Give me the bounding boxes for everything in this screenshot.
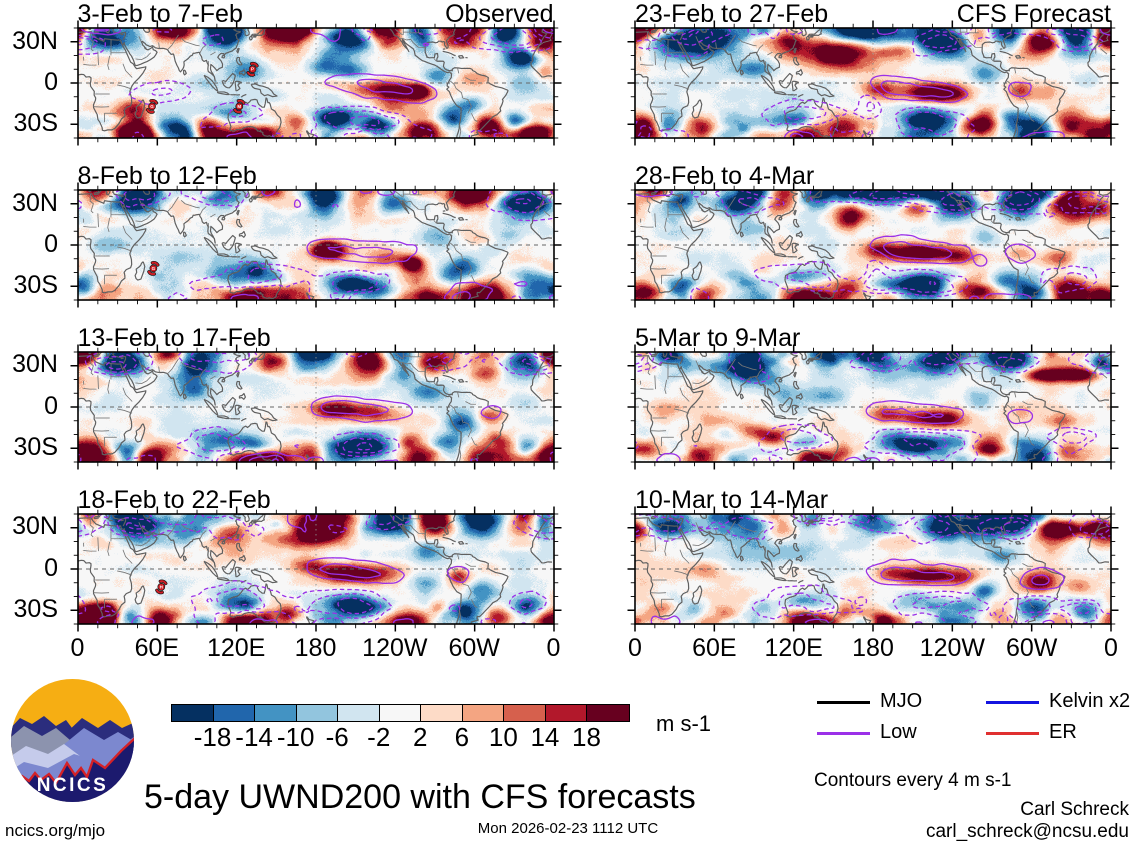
x-tick-label: 180	[852, 634, 894, 662]
credit-name: Carl Schreck	[1020, 799, 1129, 820]
colorbar-cell	[296, 705, 339, 721]
x-tick-label: 60E	[134, 634, 180, 662]
panel-title: 28-Feb to 4-Mar	[635, 162, 815, 190]
colorbar-cell	[379, 705, 422, 721]
y-tick-label: 30N	[12, 26, 58, 55]
x-tick-label: 120W	[362, 634, 428, 662]
x-tick-label: 120W	[919, 634, 985, 662]
x-tick-label: 60W	[448, 634, 500, 662]
colorbar-tick-label: -18	[193, 722, 232, 752]
colorbar-cell	[421, 705, 463, 721]
panel-corner-label: CFS Forecast	[956, 0, 1111, 28]
y-tick-label: 0	[44, 391, 58, 420]
colorbar-cell	[255, 705, 297, 721]
colorbar-tick-label: 2	[413, 722, 428, 752]
colorbar-cell	[462, 705, 505, 721]
panel-title: 5-Mar to 9-Mar	[635, 323, 801, 352]
x-tick-label: 120E	[206, 634, 266, 662]
logo-red-line	[11, 737, 134, 787]
map-canvas-7	[622, 338, 1124, 475]
main-title: 5-day UWND200 with CFS forecasts	[144, 778, 696, 816]
colorbar-cell	[545, 705, 588, 721]
x-tick-label: 0	[628, 634, 642, 662]
x-tick-label: 0	[546, 634, 561, 662]
colorbar-units-label: m s-1	[656, 711, 711, 736]
colorbar-tick-label: 18	[571, 722, 601, 752]
colorbar-cell	[338, 705, 380, 721]
x-tick-label: 60W	[1005, 634, 1058, 662]
colorbar-cell	[213, 705, 256, 721]
colorbar-tick-label: 10	[488, 722, 518, 752]
legend-line-low	[817, 732, 870, 735]
x-tick-label: 60E	[692, 634, 737, 662]
panel-title: 23-Feb to 27-Feb	[635, 0, 829, 28]
x-tick-label: 180	[294, 634, 337, 662]
legend-label: Low	[880, 721, 917, 743]
colorbar-cell	[587, 705, 629, 721]
legend-label: ER	[1049, 721, 1077, 743]
y-tick-label: 0	[44, 68, 58, 96]
map-canvas-1	[64, 15, 567, 151]
footer-site-link: ncics.org/mjo	[5, 821, 106, 840]
colorbar	[171, 704, 630, 722]
panel-title: 13-Feb to 17-Feb	[77, 323, 271, 352]
logo-foreground	[11, 738, 134, 802]
map-canvas-2	[64, 177, 567, 313]
legend-line-kelvin-x2	[986, 701, 1039, 704]
colorbar-tick-label: -6	[325, 722, 349, 752]
y-tick-label: 30S	[13, 432, 58, 461]
logo-text: NCICS	[37, 775, 109, 796]
legend-label: MJO	[880, 690, 923, 712]
panel-corner-label: Observed	[445, 0, 554, 28]
panel-title: 8-Feb to 12-Feb	[77, 162, 257, 190]
panel-title: 10-Mar to 14-Mar	[635, 485, 829, 514]
x-tick-label: 0	[70, 634, 85, 662]
y-tick-label: 30N	[12, 512, 58, 541]
colorbar-tick-label: -10	[276, 722, 315, 752]
legend-label: Kelvin x2	[1049, 690, 1131, 712]
map-canvas-5	[622, 15, 1124, 151]
ncics-logo: NCICS	[11, 679, 134, 802]
credit-email: carl_schreck@ncsu.edu	[925, 821, 1129, 842]
y-tick-label: 0	[44, 230, 58, 258]
legend-line-mjo	[817, 701, 870, 704]
colorbar-cell	[504, 705, 546, 721]
panel-title: 3-Feb to 7-Feb	[77, 0, 243, 28]
footer-timestamp: Mon 2026-02-23 1112 UTC	[477, 820, 659, 837]
map-canvas-8	[622, 500, 1124, 637]
colorbar-tick-label: -2	[367, 722, 391, 752]
panel-title: 18-Feb to 22-Feb	[77, 485, 271, 514]
y-tick-label: 30N	[12, 350, 58, 379]
map-canvas-3	[64, 338, 567, 475]
map-canvas-6	[622, 177, 1124, 313]
y-tick-label: 30S	[13, 109, 58, 138]
colorbar-tick-label: 6	[454, 722, 470, 752]
y-tick-label: 30S	[13, 594, 58, 623]
colorbar-tick-label: -14	[235, 722, 273, 752]
contour-interval-note: Contours every 4 m s-1	[814, 770, 1012, 791]
y-tick-label: 30S	[13, 271, 58, 300]
colorbar-cell	[172, 705, 214, 721]
y-tick-label: 30N	[12, 188, 58, 217]
x-tick-label: 120E	[764, 634, 823, 662]
x-tick-label: 0	[1104, 634, 1118, 662]
y-tick-label: 0	[44, 553, 58, 582]
legend-line-er	[986, 732, 1039, 735]
map-canvas-4	[64, 500, 567, 637]
colorbar-tick-label: 14	[530, 722, 560, 752]
